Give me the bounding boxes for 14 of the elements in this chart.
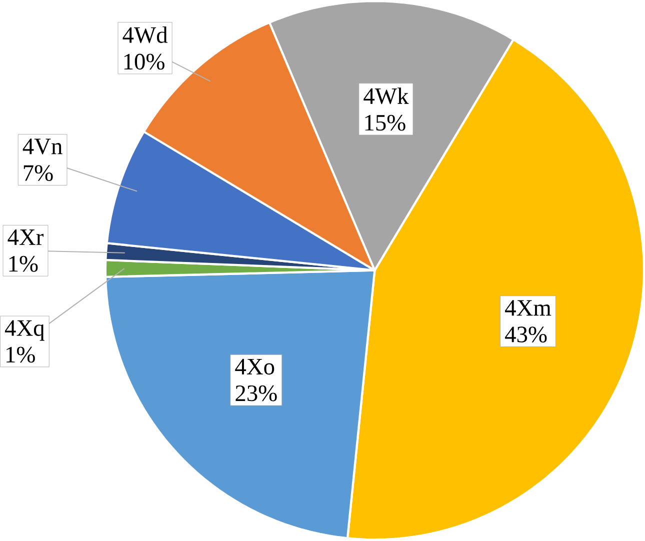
slice-label: 4Wd [122,26,168,44]
data-label: 7% [24,165,53,182]
slice-label: 4Xo [235,359,274,375]
data-label: 10% [124,54,164,70]
slice-label: 4Xm [505,300,552,316]
data-label: 1% [6,346,35,363]
data-label: 1% [9,256,38,272]
slice-label: 4Xr [8,230,44,246]
slice-label: 4Wk [364,88,409,104]
data-label: 15% [365,115,406,131]
slice-label: 4Vn [22,138,62,155]
data-label: 43% [505,326,547,343]
data-label: 23% [236,386,277,402]
slice-label: 4Xq [4,320,44,341]
